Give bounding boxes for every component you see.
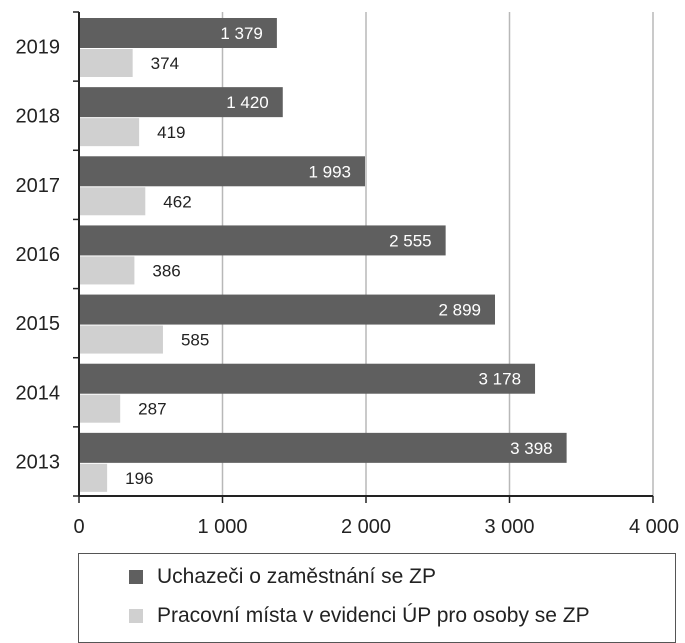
bar-uchazeci [79,432,567,463]
bar-uchazeci [79,87,283,118]
data-label: 374 [151,54,179,73]
data-label: 3 178 [478,370,521,389]
bar-pracovni-mista [79,325,163,354]
data-label: 3 398 [510,439,553,458]
bar-uchazeci [79,18,277,48]
legend-item: Uchazeči o zaměstnání se ZP [129,565,436,589]
bar-pracovni-mista [79,394,121,423]
bar-uchazeci [79,156,365,187]
category-label: 2019 [16,37,61,59]
category-label: 2016 [16,244,61,266]
bar-pracovni-mista [79,49,133,77]
bar-uchazeci [79,225,446,256]
data-label: 1 379 [220,24,263,43]
data-label: 419 [157,123,185,142]
legend-item: Pracovní místa v evidenci ÚP pro osoby s… [129,604,590,628]
bar-uchazeci [79,363,536,394]
data-label: 1 420 [226,93,269,112]
x-tick-label: 1 000 [197,516,247,538]
bar-pracovni-mista [79,187,146,216]
data-label: 196 [125,469,153,488]
x-tick-label: 4 000 [629,516,679,538]
category-label: 2013 [16,451,61,473]
legend-label: Uchazeči o zaměstnání se ZP [157,565,436,588]
x-tick-label: 3 000 [484,516,534,538]
data-label: 2 899 [438,301,481,320]
data-label: 1 993 [308,162,351,181]
data-label: 585 [181,331,209,350]
legend-swatch [129,570,143,584]
category-label: 2018 [16,106,61,128]
legend: Uchazeči o zaměstnání se ZP Pracovní mís… [78,553,676,643]
category-label: 2017 [16,175,61,197]
data-label: 2 555 [389,231,432,250]
legend-label: Pracovní místa v evidenci ÚP pro osoby s… [157,604,590,627]
x-tick-label: 2 000 [341,516,391,538]
data-label: 287 [138,400,166,419]
chart-svg: 1 379 374 2019 1 420 419 2018 1 993 462 2017 2 55… [16,11,679,538]
category-label: 2014 [16,382,61,404]
data-label: 386 [152,261,180,280]
legend-swatch [129,609,143,623]
data-label: 462 [163,192,191,211]
bar-pracovni-mista [79,118,140,147]
bar-chart: 1 379 374 2019 1 420 419 2018 1 993 462 2017 2 55… [16,11,679,538]
x-tick-label: 0 [73,516,84,538]
bar-pracovni-mista [79,256,135,285]
bar-uchazeci [79,294,496,325]
bar-pracovni-mista [79,463,108,492]
category-label: 2015 [16,313,61,335]
